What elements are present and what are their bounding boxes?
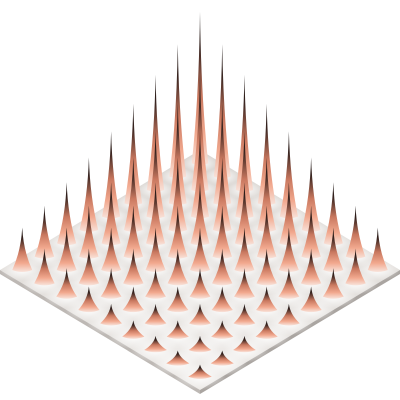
spike: [34, 205, 55, 259]
spike: [211, 286, 233, 313]
spike: [56, 268, 78, 299]
spike: [301, 157, 321, 232]
spike: [190, 131, 210, 219]
spike: [256, 286, 278, 313]
spike: [146, 131, 165, 219]
spike: [146, 182, 166, 246]
spike: [212, 248, 233, 286]
spike: [278, 303, 300, 326]
spike: [233, 335, 256, 353]
spike: [101, 227, 122, 272]
spike: [323, 182, 343, 246]
spike: [212, 205, 232, 259]
spike: [145, 268, 166, 299]
spike: [189, 303, 211, 326]
spike: [102, 131, 121, 219]
spike: [145, 227, 166, 272]
spike: [278, 268, 300, 299]
spike: [279, 182, 299, 246]
spike: [189, 268, 211, 299]
spike: [188, 335, 212, 353]
spike: [166, 350, 190, 366]
spike: [122, 320, 145, 339]
spike: [256, 248, 277, 286]
spike: [278, 227, 299, 272]
spike: [210, 350, 234, 366]
spike: [255, 320, 278, 339]
spike: [300, 248, 322, 286]
spike: [234, 268, 255, 299]
spike: [212, 157, 232, 232]
spike: [123, 248, 144, 286]
spike: [257, 157, 276, 232]
spike: [213, 103, 232, 206]
spike: [56, 227, 77, 272]
spike: [168, 157, 188, 232]
spike: [188, 364, 212, 380]
spike: [100, 268, 122, 299]
spike: [57, 182, 77, 246]
spike: [78, 248, 100, 286]
spike: [100, 303, 122, 326]
spike: [323, 227, 344, 272]
spike: [190, 182, 210, 246]
spike: [322, 268, 344, 299]
spike: [233, 303, 256, 326]
spike: [279, 131, 298, 219]
spike: [79, 157, 99, 232]
spike: [190, 227, 210, 272]
spike: [300, 286, 322, 313]
spike: [79, 205, 99, 259]
spike: [144, 303, 167, 326]
spike: [167, 286, 189, 313]
spike: [345, 248, 366, 286]
spike: [34, 248, 55, 286]
spike: [167, 248, 188, 286]
spike: [367, 227, 388, 272]
spike: [234, 227, 255, 272]
spike: [123, 205, 144, 259]
spike: [12, 227, 33, 272]
spike: [256, 205, 277, 259]
spike: [124, 103, 143, 206]
spike: [168, 103, 187, 206]
spike: [122, 286, 144, 313]
spike: [257, 103, 276, 206]
spike: [78, 286, 100, 313]
spike: [234, 182, 254, 246]
spike: [168, 205, 188, 259]
spike: [166, 320, 189, 339]
spike: [144, 335, 167, 353]
spike: [301, 205, 321, 259]
spike: [211, 320, 234, 339]
spike: [124, 157, 143, 232]
spike: [101, 182, 121, 246]
spike: [235, 131, 254, 219]
spikes: [0, 11, 400, 390]
spike: [345, 205, 366, 259]
